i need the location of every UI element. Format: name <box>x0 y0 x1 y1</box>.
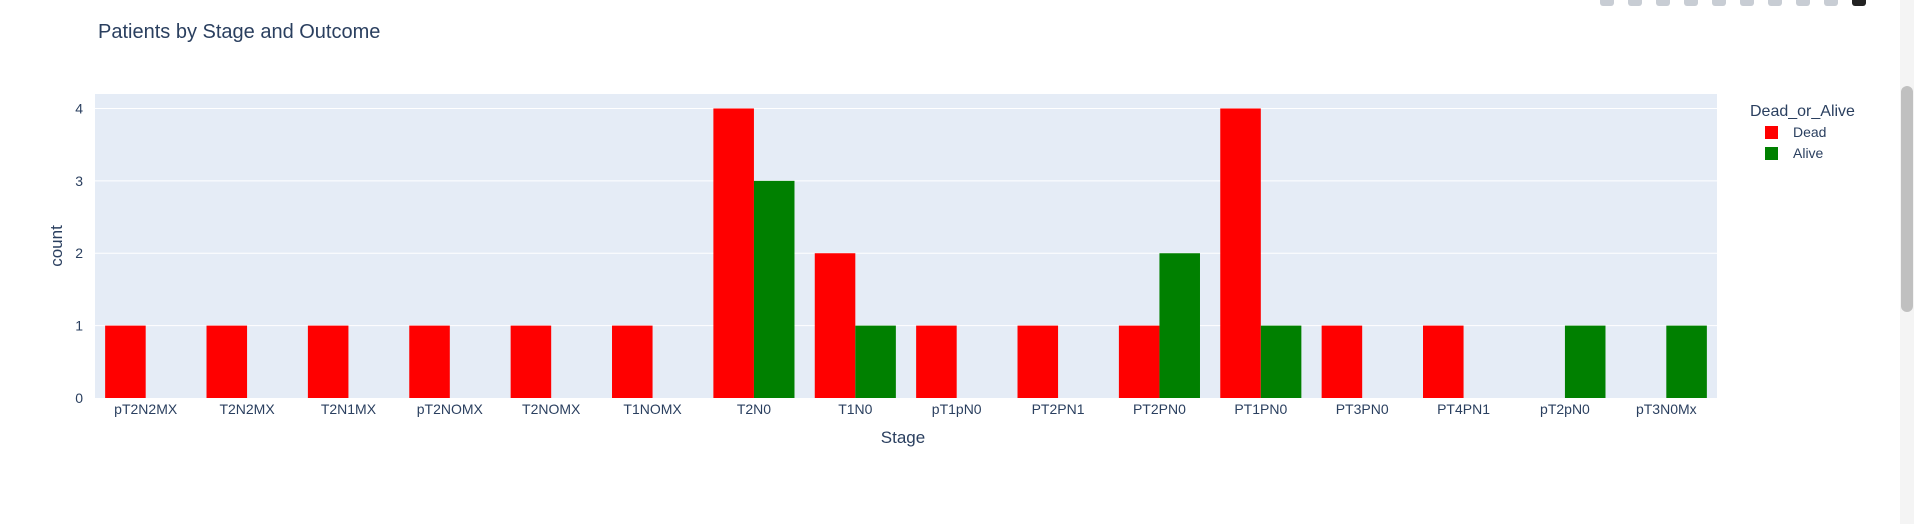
legend[interactable]: Dead_or_Alive Dead Alive <box>1750 103 1855 161</box>
bar-dead-t1n0[interactable] <box>814 253 856 398</box>
gridlines <box>95 107 1717 327</box>
chart-modebar[interactable] <box>1600 0 1866 8</box>
zoom-icon[interactable] <box>1628 0 1642 6</box>
autoscale-icon[interactable] <box>1796 0 1810 6</box>
bar-alive-pt3n0mx[interactable] <box>1666 325 1707 398</box>
x-tick-label: T1N0 <box>838 401 872 417</box>
bars[interactable] <box>105 108 1707 398</box>
bar-dead-pt2n2mx[interactable] <box>105 325 146 398</box>
x-tick-label: pT2N2MX <box>114 401 178 417</box>
y-axis-title: count <box>47 225 66 267</box>
bar-dead-pt1pn0[interactable] <box>916 325 957 398</box>
bar-dead-pt2nomx[interactable] <box>409 325 450 398</box>
legend-swatch-dead[interactable] <box>1765 126 1778 139</box>
y-tick-label: 2 <box>75 245 83 261</box>
bar-alive-pt2pn0[interactable] <box>1159 253 1200 398</box>
box-select-icon[interactable] <box>1684 0 1698 6</box>
bar-dead-t2nomx[interactable] <box>510 325 552 398</box>
bar-dead-pt4pn1[interactable] <box>1423 325 1464 398</box>
scrollbar-thumb[interactable] <box>1901 86 1913 312</box>
lasso-icon[interactable] <box>1712 0 1726 6</box>
y-tick-label: 4 <box>75 100 83 116</box>
x-tick-label: PT1PN0 <box>1234 401 1287 417</box>
y-tick-labels: 0 1 2 3 4 <box>75 100 83 406</box>
x-axis-title: Stage <box>881 428 925 447</box>
bar-dead-t1nomx[interactable] <box>612 325 653 398</box>
bar-dead-t2n1mx[interactable] <box>307 325 349 398</box>
x-tick-label: T2N0 <box>737 401 771 417</box>
zoom-in-icon[interactable] <box>1740 0 1754 6</box>
y-tick-label: 1 <box>75 318 83 334</box>
bar-alive-t2n0[interactable] <box>753 180 795 398</box>
bar-alive-t1n0[interactable] <box>855 325 896 398</box>
bar-dead-t2n2mx[interactable] <box>206 325 248 398</box>
bar-alive-pt2pn0[interactable] <box>1564 325 1606 398</box>
x-tick-label: PT2PN0 <box>1133 401 1186 417</box>
legend-label-dead[interactable]: Dead <box>1793 124 1826 140</box>
bar-dead-pt1pn0[interactable] <box>1220 108 1261 398</box>
legend-label-alive[interactable]: Alive <box>1793 145 1824 161</box>
x-tick-label: PT3PN0 <box>1336 401 1389 417</box>
pan-icon[interactable] <box>1656 0 1670 6</box>
x-tick-label: pT3N0Mx <box>1636 401 1697 417</box>
legend-title: Dead_or_Alive <box>1750 103 1855 120</box>
x-tick-label: T2N2MX <box>219 401 275 417</box>
scrollbar[interactable] <box>1900 0 1914 524</box>
chart-title: Patients by Stage and Outcome <box>98 21 380 43</box>
x-tick-label: pT2pN0 <box>1540 401 1590 417</box>
reset-axes-icon[interactable] <box>1824 0 1838 6</box>
download-icon[interactable] <box>1600 0 1614 6</box>
legend-swatch-alive[interactable] <box>1765 147 1778 160</box>
x-tick-label: pT2NOMX <box>417 401 484 417</box>
x-tick-labels: pT2N2MX T2N2MX T2N1MX pT2NOMX T2NOMX T1NOMX T2… <box>114 401 1696 417</box>
bar-dead-pt3pn0[interactable] <box>1321 325 1363 398</box>
zoom-out-icon[interactable] <box>1768 0 1782 6</box>
bar-dead-pt2pn1[interactable] <box>1017 325 1059 398</box>
bar-dead-pt2pn0[interactable] <box>1118 325 1160 398</box>
bar-alive-pt1pn0[interactable] <box>1260 325 1302 398</box>
x-tick-label: T1NOMX <box>623 401 682 417</box>
x-tick-label: T2N1MX <box>321 401 377 417</box>
x-tick-label: PT2PN1 <box>1032 401 1085 417</box>
y-tick-label: 3 <box>75 173 83 189</box>
bar-dead-t2n0[interactable] <box>713 108 754 398</box>
x-tick-label: T2NOMX <box>522 401 581 417</box>
x-tick-label: pT1pN0 <box>932 401 982 417</box>
plotly-logo-icon[interactable] <box>1852 0 1866 6</box>
x-tick-label: PT4PN1 <box>1437 401 1490 417</box>
y-tick-label: 0 <box>75 390 83 406</box>
